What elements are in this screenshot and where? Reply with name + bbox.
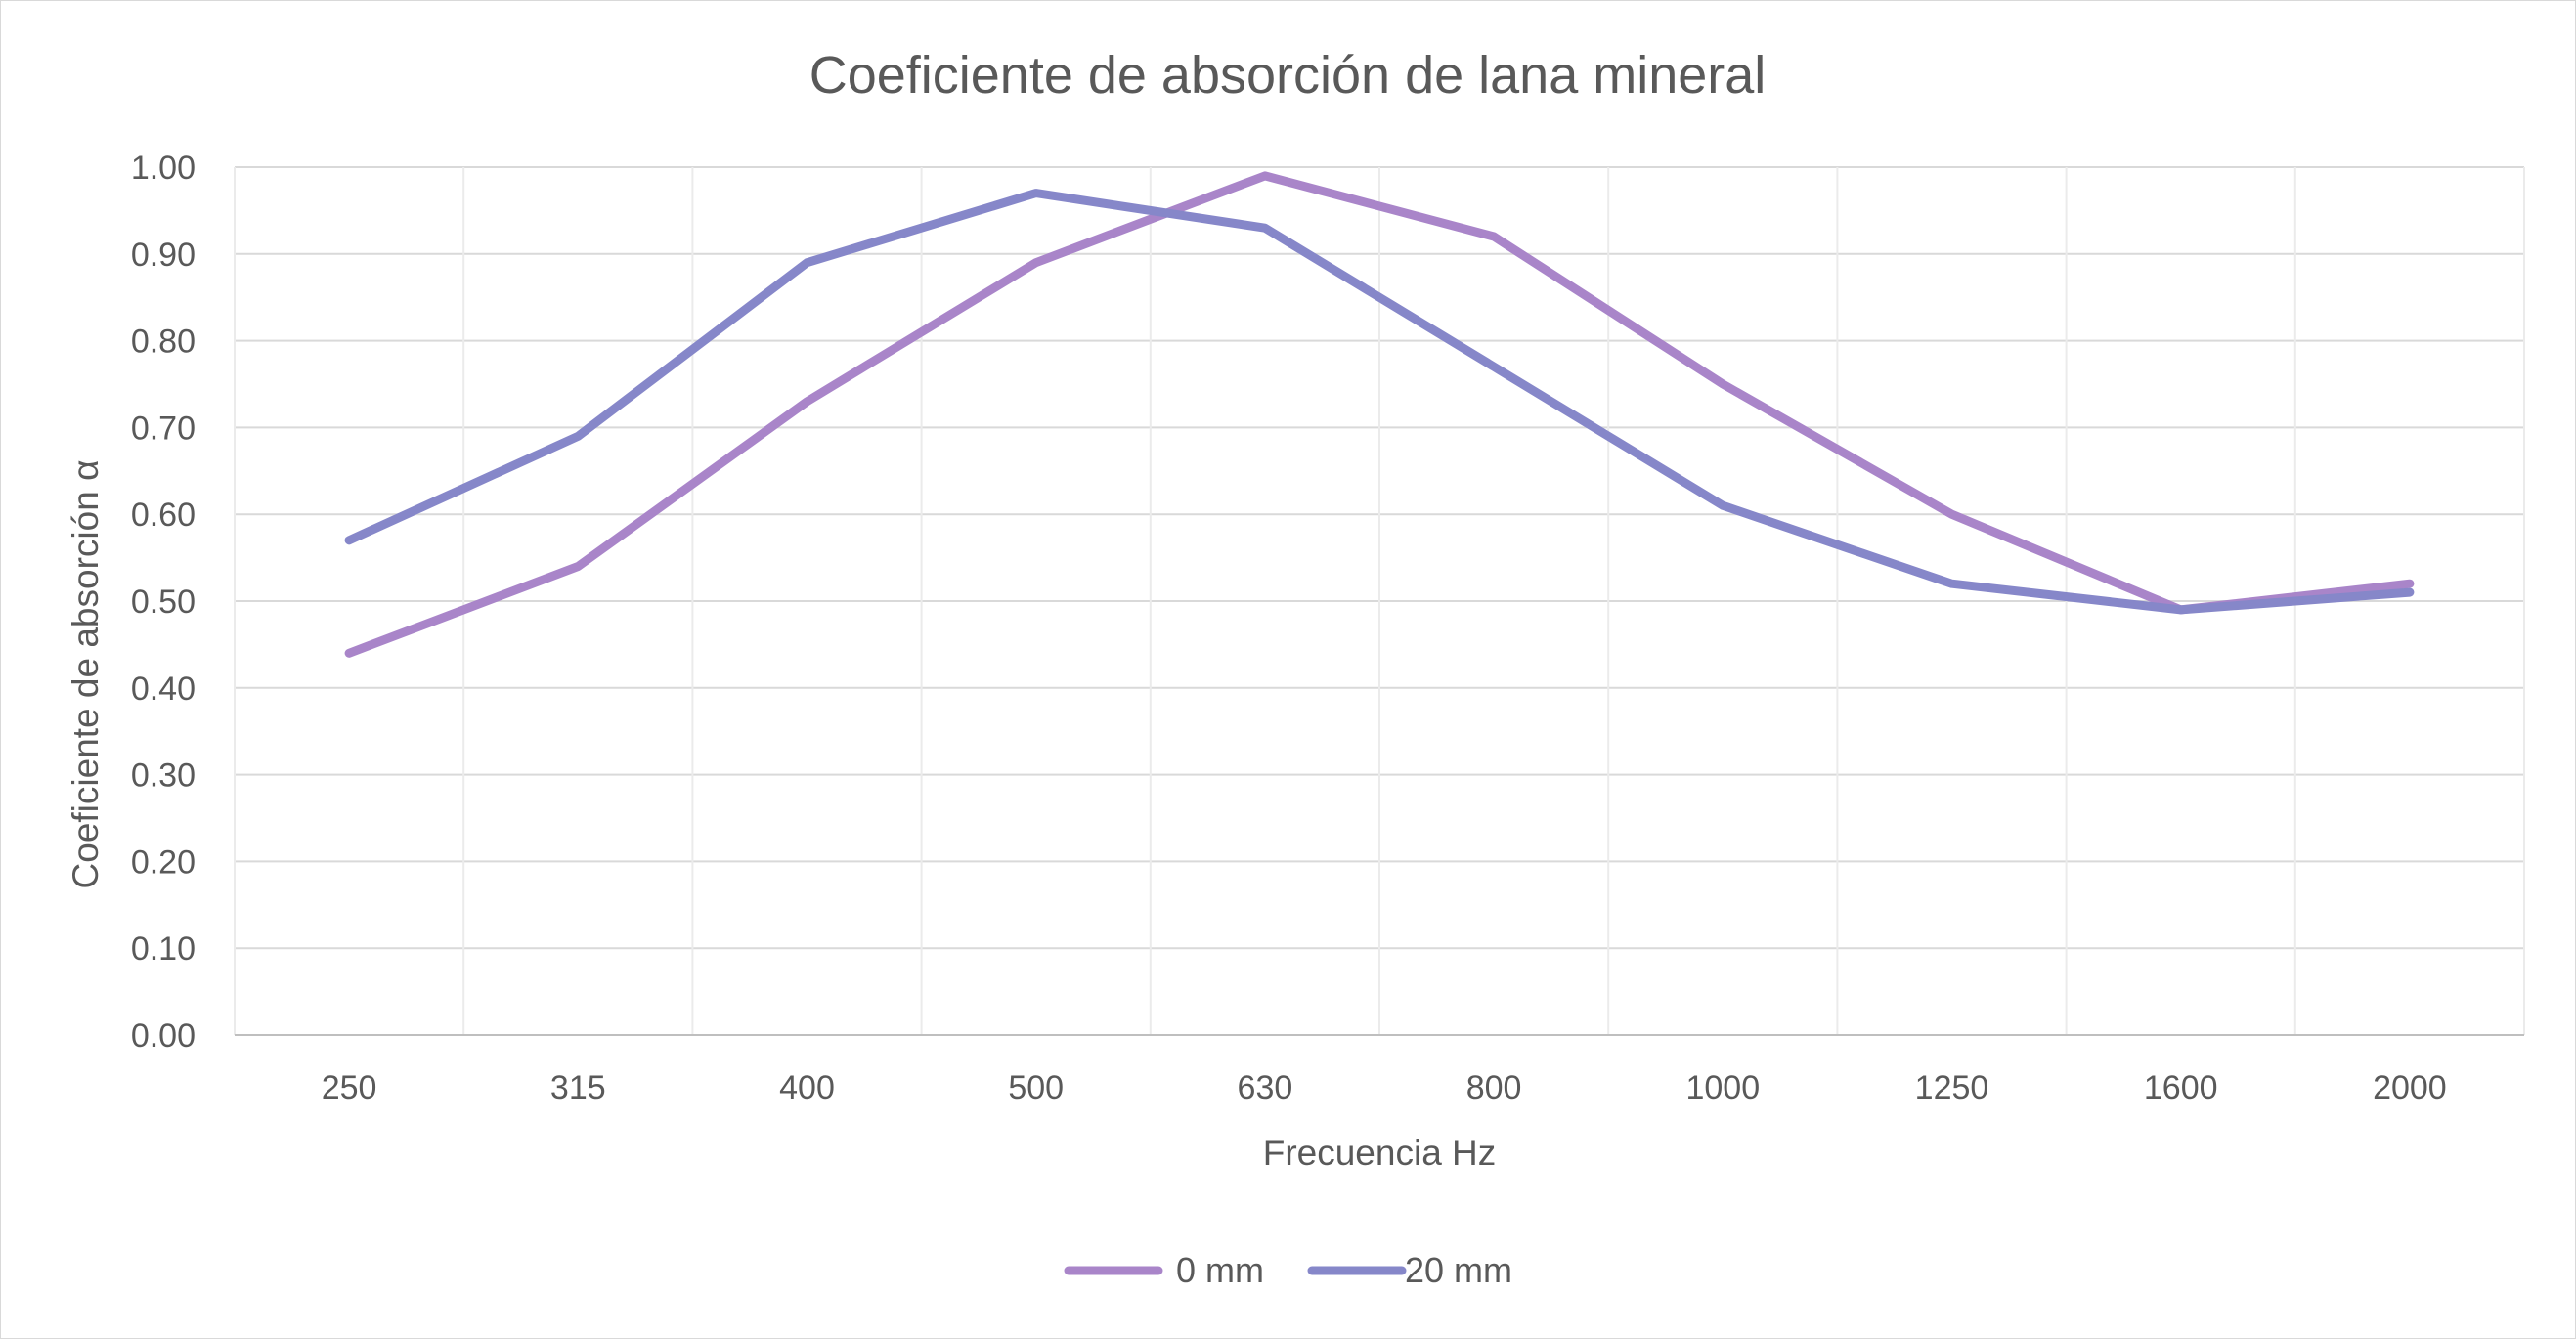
y-tick-label: 0.30 [131, 757, 196, 795]
y-tick-label: 0.60 [131, 497, 196, 534]
y-tick-label: 0.00 [131, 1017, 196, 1055]
x-axis-title: Frecuencia Hz [1263, 1133, 1497, 1173]
x-tick-label: 1250 [1915, 1069, 1989, 1106]
y-axis-title: Coeficiente de absorción α [65, 460, 106, 889]
y-tick-label: 0.10 [131, 930, 196, 968]
x-tick-label: 800 [1466, 1069, 1522, 1106]
x-tick-label: 250 [322, 1069, 377, 1106]
legend: 0 mm 20 mm [1064, 1250, 1512, 1290]
axis-layer: 0.00 0.10 0.20 0.30 0.40 0.50 0.60 0.70 0.80 0.90… [131, 150, 2524, 1106]
x-tick-label: 315 [550, 1069, 606, 1106]
x-tick-label: 1000 [1685, 1069, 1760, 1106]
series-layer [344, 171, 2415, 658]
x-tick-label: 400 [779, 1069, 835, 1106]
x-tick-label: 630 [1238, 1069, 1293, 1106]
y-tick-label: 0.40 [131, 670, 196, 708]
y-tick-label: 0.80 [131, 324, 196, 361]
x-tick-label: 500 [1008, 1069, 1064, 1106]
y-tick-label: 0.50 [131, 583, 196, 621]
legend-label: 20 mm [1405, 1250, 1512, 1290]
chart-title: Coeficiente de absorción de lana mineral [809, 46, 1767, 105]
legend-label: 0 mm [1176, 1250, 1264, 1290]
y-tick-label: 0.70 [131, 410, 196, 447]
x-tick-label: 1600 [2144, 1069, 2218, 1106]
series-line-1 [344, 189, 2415, 615]
y-tick-label: 0.20 [131, 843, 196, 881]
y-tick-label: 0.90 [131, 237, 196, 274]
x-tick-label: 2000 [2373, 1069, 2447, 1106]
y-tick-label: 1.00 [131, 150, 196, 187]
series-line-0 [344, 171, 2415, 658]
